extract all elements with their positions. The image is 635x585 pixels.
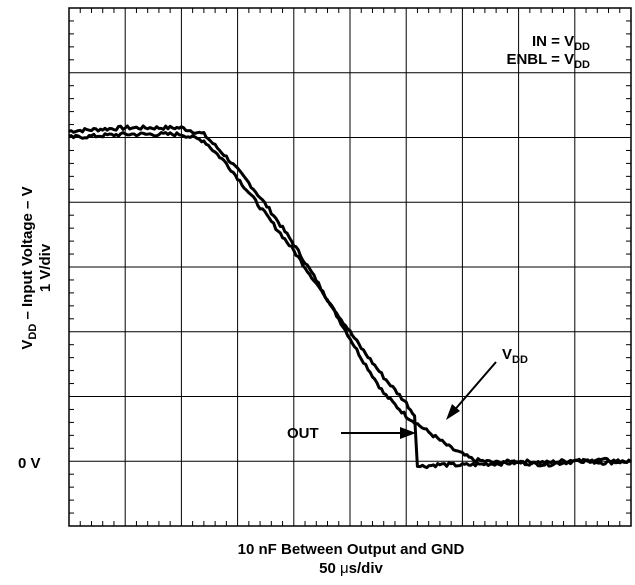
plot-frame: [68, 7, 632, 527]
trace-vdd: [68, 124, 632, 466]
condition-in: IN = VDD: [532, 33, 590, 53]
zero-volt-label: 0 V: [18, 455, 41, 472]
minor-ticks: [69, 8, 631, 526]
x-axis-label: 10 nF Between Output and GND: [238, 541, 465, 558]
series-label-vdd: VDD: [502, 346, 528, 366]
condition-enbl: ENBL = VDD: [506, 51, 590, 71]
y-axis-label: VDD – Input Voltage – V: [19, 186, 39, 349]
trace-out: [68, 131, 632, 470]
grid: [69, 8, 631, 526]
x-axis-scale: 50 μs/div: [319, 560, 383, 577]
y-axis-scale: 1 V/div: [37, 243, 54, 292]
traces: [68, 124, 632, 470]
vdd-arrow-head: [446, 404, 460, 420]
out-arrow-head: [400, 427, 416, 439]
series-label-out: OUT: [287, 425, 319, 442]
vdd-arrow-line: [451, 361, 497, 414]
